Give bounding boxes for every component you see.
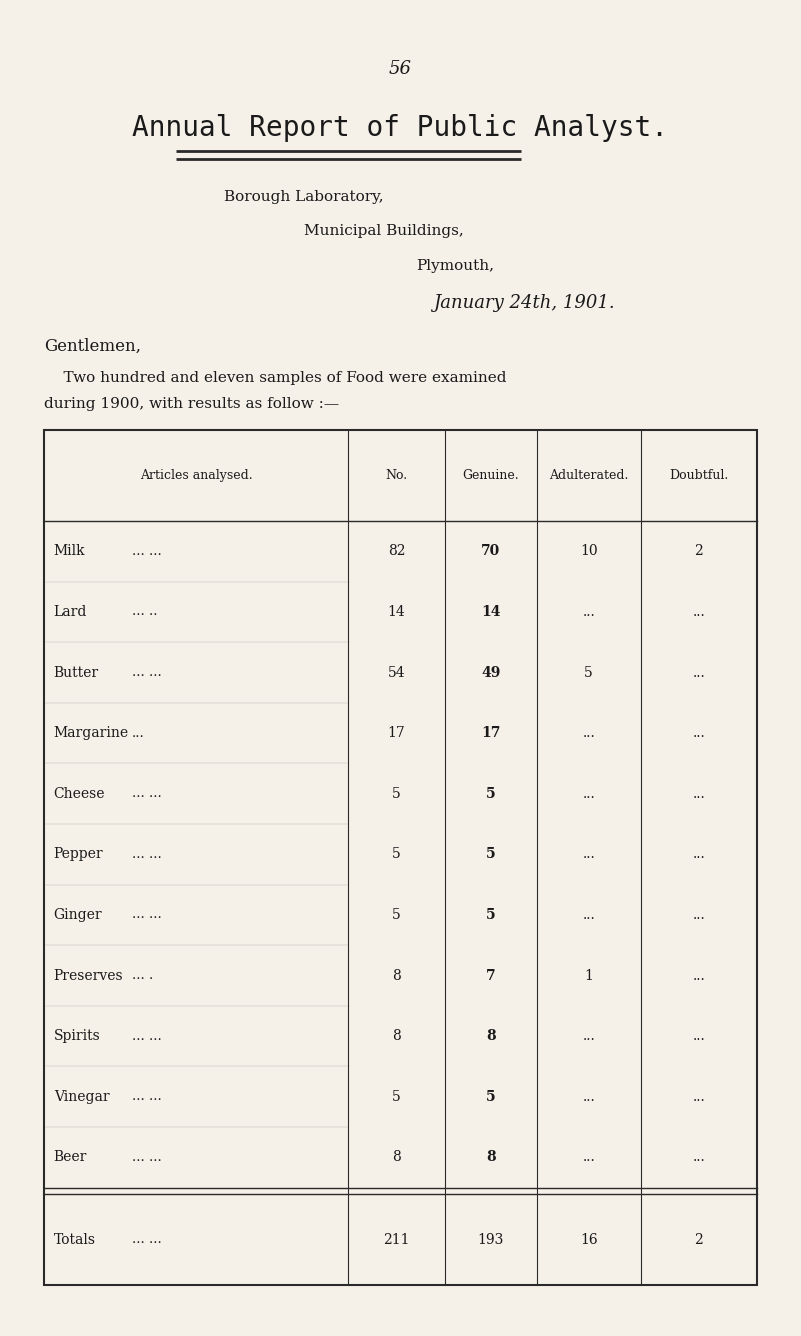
Text: Adulterated.: Adulterated. xyxy=(549,469,629,482)
Text: ...: ... xyxy=(582,1090,595,1104)
Text: Doubtful.: Doubtful. xyxy=(670,469,728,482)
Text: 5: 5 xyxy=(485,847,496,862)
Text: Totals: Totals xyxy=(54,1233,95,1246)
Text: 56: 56 xyxy=(389,60,412,77)
Text: Beer: Beer xyxy=(54,1150,87,1165)
Text: ...: ... xyxy=(693,605,705,619)
Text: ...: ... xyxy=(582,908,595,922)
Text: Borough Laboratory,: Borough Laboratory, xyxy=(224,190,384,203)
Text: 54: 54 xyxy=(388,665,405,680)
Text: 193: 193 xyxy=(477,1233,504,1246)
Text: Two hundred and eleven samples of Food were examined: Two hundred and eleven samples of Food w… xyxy=(44,371,506,385)
Text: 8: 8 xyxy=(392,969,400,982)
Text: ... ...: ... ... xyxy=(132,908,162,922)
Text: ...: ... xyxy=(693,1090,705,1104)
Text: ...: ... xyxy=(693,665,705,680)
Text: 8: 8 xyxy=(392,1029,400,1043)
Text: ...: ... xyxy=(693,1150,705,1165)
Text: ... ...: ... ... xyxy=(132,1030,162,1042)
Text: ... ...: ... ... xyxy=(132,848,162,860)
Text: Margarine: Margarine xyxy=(54,727,129,740)
Text: Municipal Buildings,: Municipal Buildings, xyxy=(304,224,464,238)
Text: Annual Report of Public Analyst.: Annual Report of Public Analyst. xyxy=(132,114,669,142)
Text: 5: 5 xyxy=(485,1090,496,1104)
Text: 211: 211 xyxy=(383,1233,410,1246)
Text: Spirits: Spirits xyxy=(54,1029,100,1043)
Text: ...: ... xyxy=(582,727,595,740)
Text: ... ...: ... ... xyxy=(132,1150,162,1164)
Text: ...: ... xyxy=(693,727,705,740)
Text: 5: 5 xyxy=(392,1090,400,1104)
Text: January 24th, 1901.: January 24th, 1901. xyxy=(433,294,614,311)
Text: 5: 5 xyxy=(585,665,593,680)
Text: 5: 5 xyxy=(392,908,400,922)
Text: ...: ... xyxy=(693,787,705,800)
Text: 10: 10 xyxy=(580,544,598,558)
Text: ... ...: ... ... xyxy=(132,1090,162,1104)
Text: ...: ... xyxy=(693,1029,705,1043)
Text: 70: 70 xyxy=(481,544,501,558)
Text: Vinegar: Vinegar xyxy=(54,1090,109,1104)
Text: 5: 5 xyxy=(485,787,496,800)
Text: 5: 5 xyxy=(485,908,496,922)
Bar xyxy=(44,430,757,1285)
Text: ...: ... xyxy=(132,727,145,740)
Text: 2: 2 xyxy=(694,544,703,558)
Text: 8: 8 xyxy=(485,1150,496,1165)
Text: Articles analysed.: Articles analysed. xyxy=(140,469,252,482)
Text: 5: 5 xyxy=(392,847,400,862)
Text: Plymouth,: Plymouth, xyxy=(417,259,494,273)
Text: 14: 14 xyxy=(481,605,501,619)
Text: 14: 14 xyxy=(388,605,405,619)
Text: 8: 8 xyxy=(392,1150,400,1165)
Text: 82: 82 xyxy=(388,544,405,558)
Text: Pepper: Pepper xyxy=(54,847,103,862)
Text: ... ...: ... ... xyxy=(132,787,162,800)
Text: No.: No. xyxy=(385,469,408,482)
Text: ...: ... xyxy=(582,787,595,800)
Text: Gentlemen,: Gentlemen, xyxy=(44,338,141,355)
Text: Genuine.: Genuine. xyxy=(462,469,519,482)
Text: 5: 5 xyxy=(392,787,400,800)
Text: Milk: Milk xyxy=(54,544,85,558)
Text: Ginger: Ginger xyxy=(54,908,103,922)
Text: Butter: Butter xyxy=(54,665,99,680)
Text: ... ...: ... ... xyxy=(132,545,162,558)
Text: ...: ... xyxy=(582,605,595,619)
Text: 2: 2 xyxy=(694,1233,703,1246)
Text: ...: ... xyxy=(582,1029,595,1043)
Text: Lard: Lard xyxy=(54,605,87,619)
Text: ... ..: ... .. xyxy=(132,605,158,619)
Text: ... ...: ... ... xyxy=(132,667,162,679)
Text: during 1900, with results as follow :—: during 1900, with results as follow :— xyxy=(44,397,339,410)
Text: 49: 49 xyxy=(481,665,501,680)
Text: 1: 1 xyxy=(584,969,594,982)
Text: ...: ... xyxy=(582,847,595,862)
Text: 17: 17 xyxy=(388,727,405,740)
Text: Cheese: Cheese xyxy=(54,787,105,800)
Text: 16: 16 xyxy=(580,1233,598,1246)
Text: ... ...: ... ... xyxy=(132,1233,162,1246)
Text: ...: ... xyxy=(693,847,705,862)
Text: ...: ... xyxy=(693,969,705,982)
Text: 17: 17 xyxy=(481,727,501,740)
Text: ...: ... xyxy=(582,1150,595,1165)
Text: 7: 7 xyxy=(485,969,496,982)
Text: ...: ... xyxy=(693,908,705,922)
Text: ... .: ... . xyxy=(132,969,154,982)
Text: Preserves: Preserves xyxy=(54,969,123,982)
Text: 8: 8 xyxy=(485,1029,496,1043)
